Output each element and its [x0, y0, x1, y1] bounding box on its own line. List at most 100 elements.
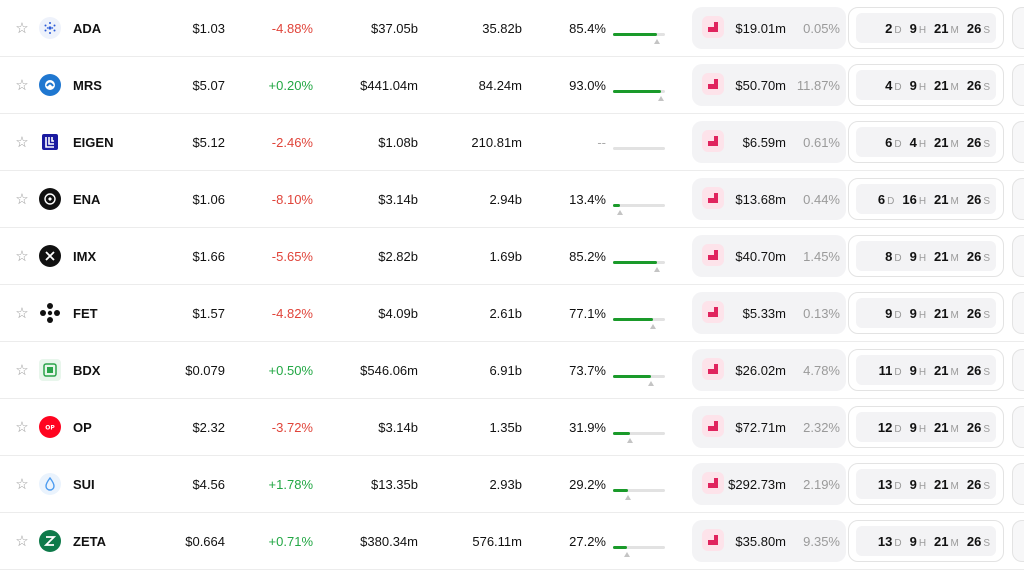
unlock-token-icon: [702, 73, 724, 95]
market-cap: $4.09b: [378, 305, 418, 321]
token-symbol[interactable]: MRS: [73, 77, 102, 93]
market-cap: $441.04m: [360, 77, 418, 93]
countdown-minutes: 21 M: [934, 305, 959, 321]
next-unlock-box[interactable]: $35.80m 9.35%: [692, 520, 846, 562]
row-action-button[interactable]: [1012, 178, 1024, 220]
unlocked-percent: 31.9%: [569, 419, 606, 435]
table-row[interactable]: ☆ ADA $1.03 -4.88% $37.05b 35.82b 85.4% …: [0, 0, 1024, 57]
token-symbol[interactable]: BDX: [73, 362, 101, 378]
price-change: +0.50%: [268, 362, 313, 378]
row-action-button[interactable]: [1012, 463, 1024, 505]
market-cap: $3.14b: [378, 191, 418, 207]
favorite-star-icon[interactable]: ☆: [15, 77, 29, 94]
unlock-progress-bar: [613, 114, 665, 170]
price-change: -8.10%: [271, 191, 313, 207]
token-symbol[interactable]: FET: [73, 305, 98, 321]
countdown-days: 13 D: [877, 476, 902, 492]
market-cap: $37.05b: [371, 20, 418, 36]
market-cap: $13.35b: [371, 476, 418, 492]
token-symbol[interactable]: EIGEN: [73, 134, 114, 150]
unlock-amount: $292.73m: [728, 476, 786, 492]
row-action-button[interactable]: [1012, 7, 1024, 49]
unlock-amount: $13.68m: [735, 191, 786, 207]
next-unlock-box[interactable]: $72.71m 2.32%: [692, 406, 846, 448]
next-unlock-box[interactable]: $40.70m 1.45%: [692, 235, 846, 277]
token-symbol[interactable]: ZETA: [73, 533, 106, 549]
ada-logo-icon: [38, 0, 62, 56]
sui-logo-icon: [38, 456, 62, 512]
unlock-percent: 0.44%: [803, 191, 840, 207]
token-symbol[interactable]: ENA: [73, 191, 101, 207]
favorite-star-icon[interactable]: ☆: [15, 248, 29, 265]
market-cap: $380.34m: [360, 533, 418, 549]
next-unlock-box[interactable]: $292.73m 2.19%: [692, 463, 846, 505]
table-row[interactable]: ☆ MRS $5.07 +0.20% $441.04m 84.24m 93.0%…: [0, 57, 1024, 114]
row-action-button[interactable]: [1012, 349, 1024, 391]
table-row[interactable]: ☆ BDX $0.079 +0.50% $546.06m 6.91b 73.7%…: [0, 342, 1024, 399]
progress-fill: [613, 375, 652, 378]
row-action-button[interactable]: [1012, 64, 1024, 106]
countdown-minutes: 21 M: [934, 191, 959, 207]
token-price: $5.07: [192, 77, 225, 93]
progress-track: [613, 147, 665, 150]
progress-marker-icon: [616, 210, 623, 215]
favorite-star-icon[interactable]: ☆: [15, 362, 29, 379]
row-action-button[interactable]: [1012, 406, 1024, 448]
favorite-star-icon[interactable]: ☆: [15, 134, 29, 151]
countdown-seconds: 26 S: [966, 248, 990, 264]
table-row[interactable]: ☆ FET $1.57 -4.82% $4.09b 2.61b 77.1% $5…: [0, 285, 1024, 342]
table-row[interactable]: ☆ SUI $4.56 +1.78% $13.35b 2.93b 29.2% $…: [0, 456, 1024, 513]
progress-fill: [613, 261, 658, 264]
price-change: +0.71%: [268, 533, 313, 549]
favorite-star-icon[interactable]: ☆: [15, 305, 29, 322]
unlock-token-icon: [702, 187, 724, 209]
row-action-button[interactable]: [1012, 235, 1024, 277]
favorite-star-icon[interactable]: ☆: [15, 191, 29, 208]
unlock-percent: 0.13%: [803, 305, 840, 321]
row-action-button[interactable]: [1012, 292, 1024, 334]
favorite-star-icon[interactable]: ☆: [15, 419, 29, 436]
next-unlock-box[interactable]: $13.68m 0.44%: [692, 178, 846, 220]
unlock-percent: 0.05%: [803, 20, 840, 36]
unlock-progress-bar: [613, 228, 665, 284]
token-symbol[interactable]: ADA: [73, 20, 102, 36]
row-action-button[interactable]: [1012, 121, 1024, 163]
favorite-star-icon[interactable]: ☆: [15, 533, 29, 550]
table-row[interactable]: ☆ OP OP $2.32 -3.72% $3.14b 1.35b 31.9% …: [0, 399, 1024, 456]
row-action-button[interactable]: [1012, 520, 1024, 562]
circulating-supply: 6.91b: [489, 362, 522, 378]
table-row[interactable]: ☆ EIGEN $5.12 -2.46% $1.08b 210.81m -- $…: [0, 114, 1024, 171]
unlocked-percent: 77.1%: [569, 305, 606, 321]
countdown-seconds: 26 S: [966, 191, 990, 207]
next-unlock-box[interactable]: $19.01m 0.05%: [692, 7, 846, 49]
next-unlock-box[interactable]: $50.70m 11.87%: [692, 64, 846, 106]
unlock-token-icon: [702, 415, 724, 437]
imx-logo-icon: [38, 228, 62, 284]
token-symbol[interactable]: IMX: [73, 248, 97, 264]
token-symbol[interactable]: SUI: [73, 476, 95, 492]
next-unlock-box[interactable]: $6.59m 0.61%: [692, 121, 846, 163]
token-symbol[interactable]: OP: [73, 419, 92, 435]
table-row[interactable]: ☆ ENA $1.06 -8.10% $3.14b 2.94b 13.4% $1…: [0, 171, 1024, 228]
next-unlock-box[interactable]: $26.02m 4.78%: [692, 349, 846, 391]
table-row[interactable]: ☆ IMX $1.66 -5.65% $2.82b 1.69b 85.2% $4…: [0, 228, 1024, 285]
table-row[interactable]: ☆ ZETA $0.664 +0.71% $380.34m 576.11m 27…: [0, 513, 1024, 570]
favorite-star-icon[interactable]: ☆: [15, 476, 29, 493]
progress-track: [613, 432, 665, 435]
next-unlock-box[interactable]: $5.33m 0.13%: [692, 292, 846, 334]
favorite-star-icon[interactable]: ☆: [15, 20, 29, 37]
